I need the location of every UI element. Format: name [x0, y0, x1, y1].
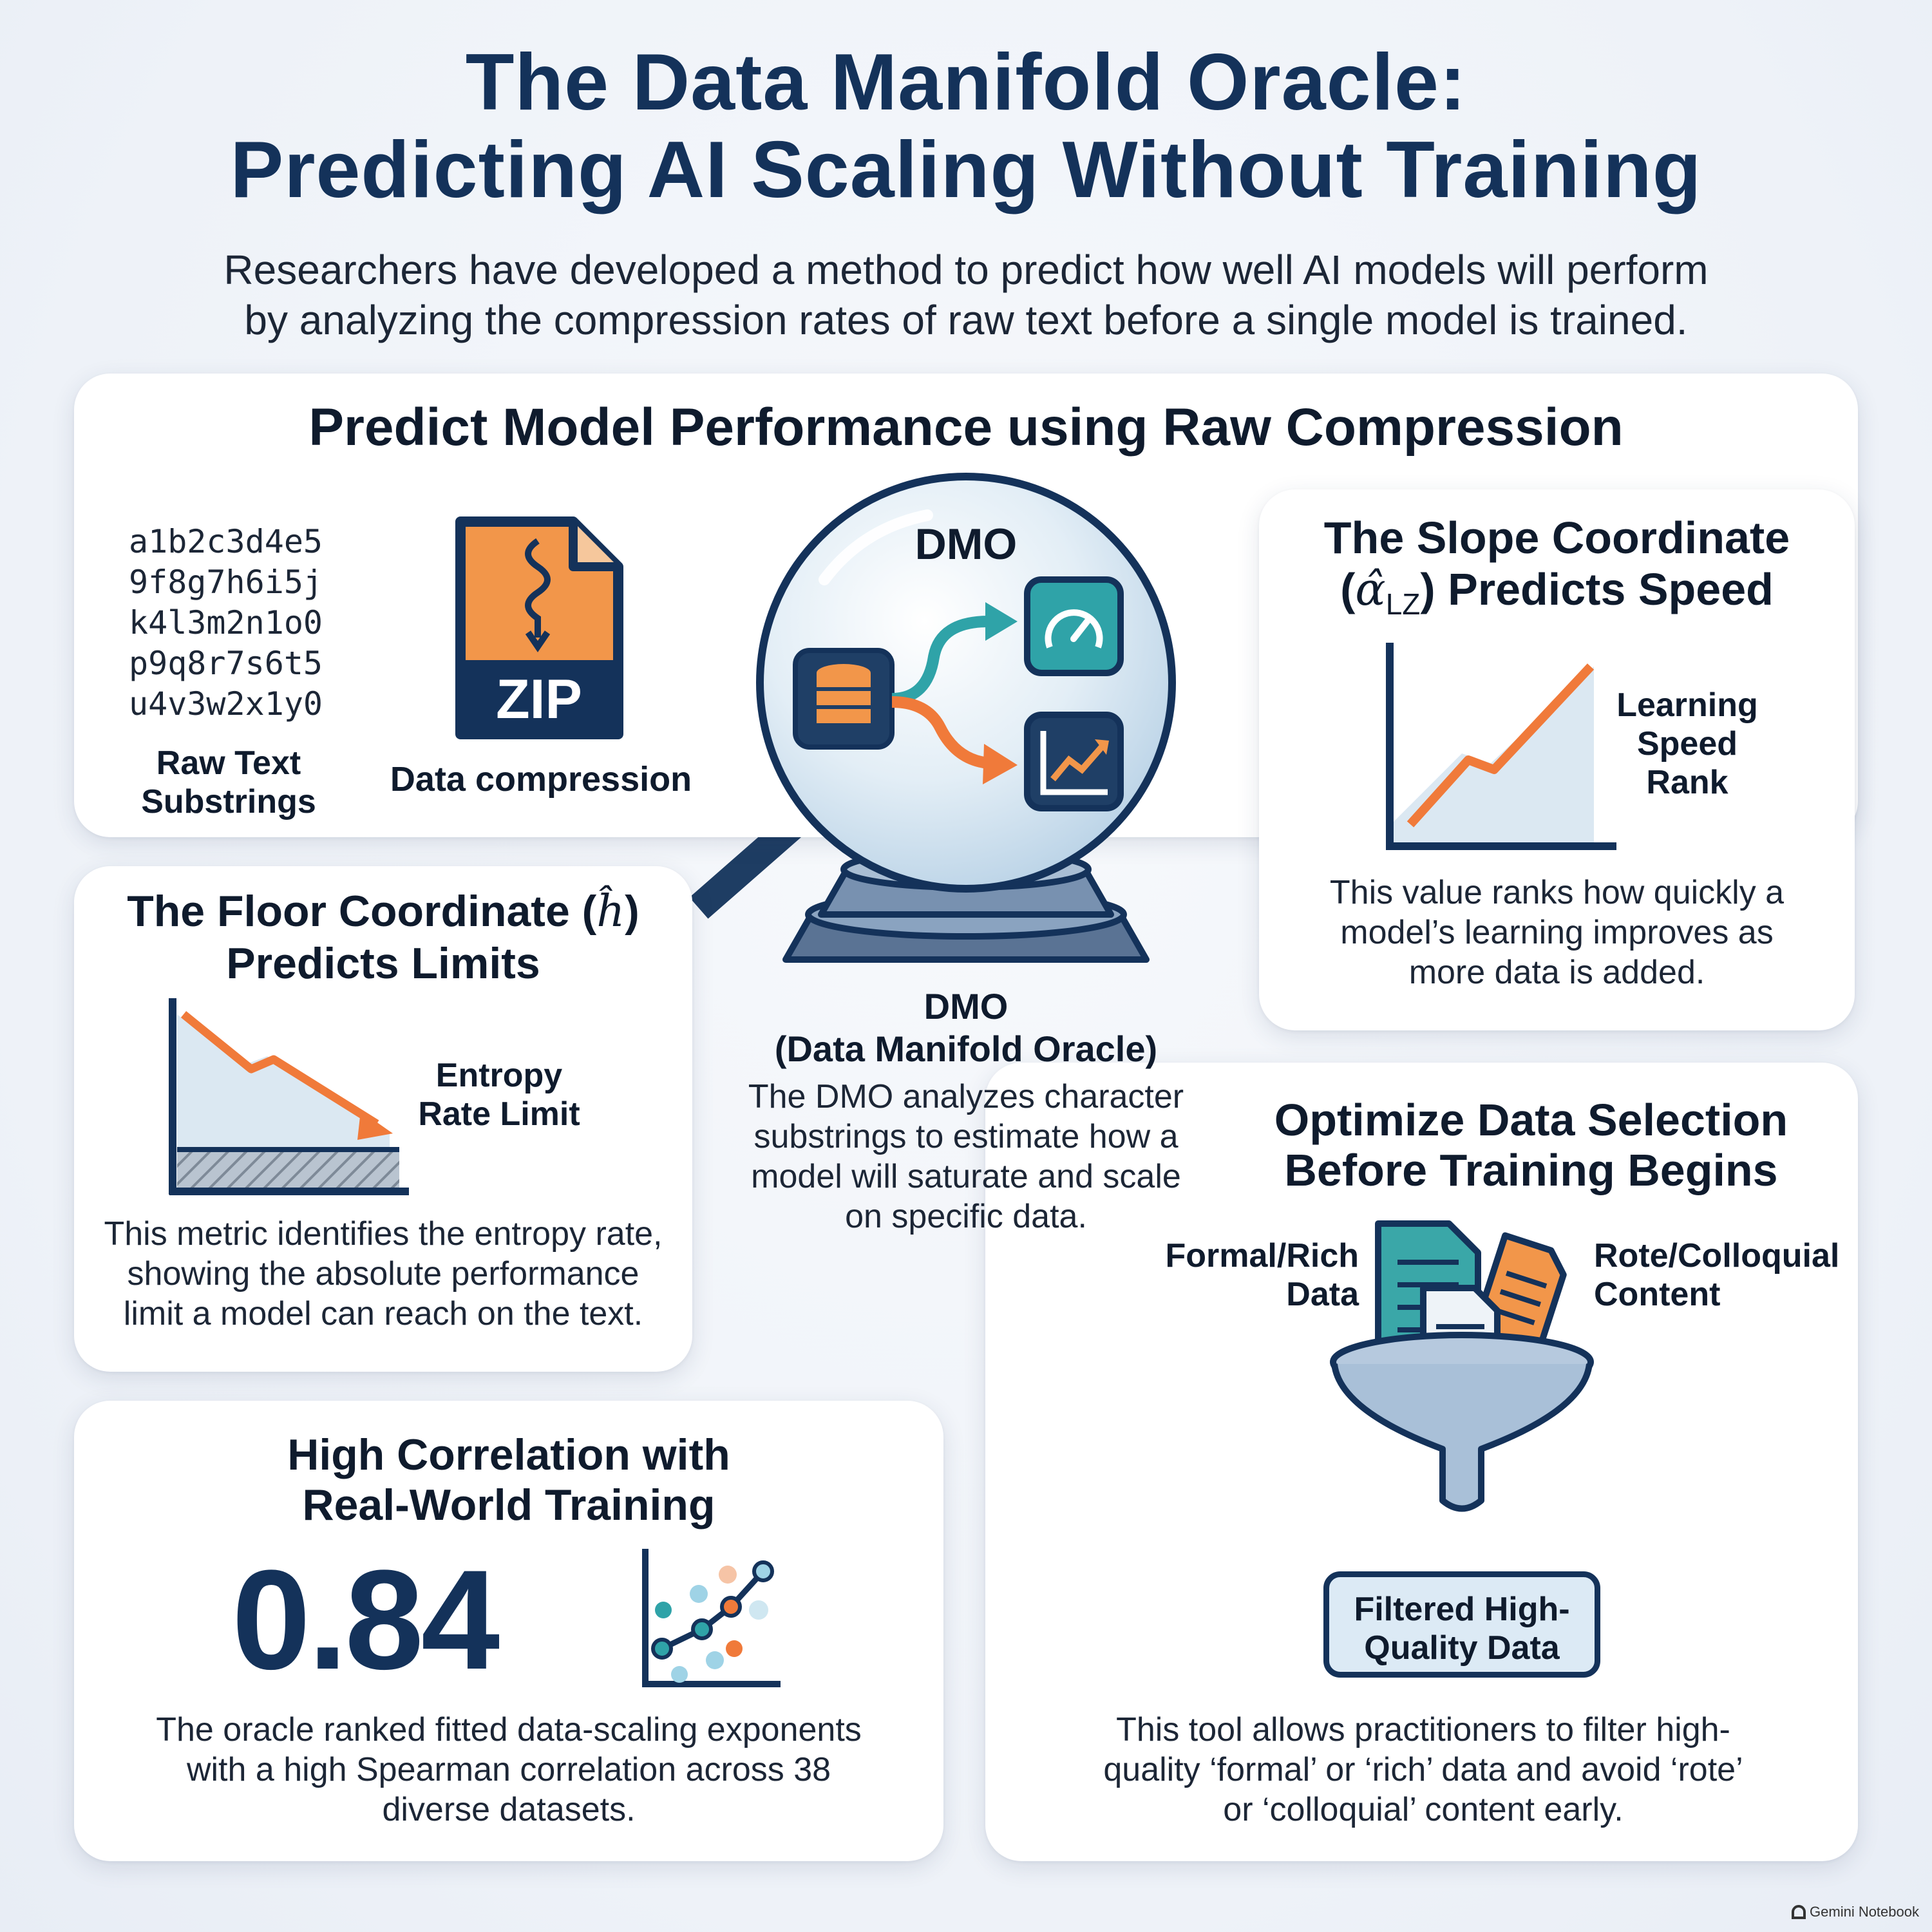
entropy-label-line-1: Entropy: [435, 1057, 563, 1094]
rote-label-line-2: Content: [1594, 1276, 1721, 1313]
selection-heading: Optimize Data Selection Before Training …: [1204, 1095, 1858, 1195]
floor-chart-icon: [169, 998, 409, 1195]
substrings-list: a1b2c3d4e5 9f8g7h6i5j k4l3m2n1o0 p9q8r7s…: [129, 522, 386, 724]
alpha-symbol: α̂: [1355, 563, 1386, 616]
floor-desc-line-1: This metric identifies the entropy rate,: [104, 1215, 663, 1253]
compression-heading: Predict Model Performance using Raw Comp…: [308, 398, 1624, 457]
slope-heading-line-1: The Slope Coordinate: [1323, 513, 1790, 563]
correlation-desc-line-3: diverse datasets.: [382, 1791, 636, 1828]
subtitle-line-2: by analyzing the compression rates of ra…: [244, 297, 1688, 343]
slope-heading-line-2: (α̂LZ) Predicts Speed: [1259, 564, 1855, 630]
crystal-ball-icon: DMO: [756, 473, 1176, 963]
floor-desc-line-3: limit a model can reach on the text.: [123, 1295, 643, 1332]
correlation-value: 0.84: [232, 1540, 500, 1699]
slope-heading-rest: ) Predicts Speed: [1420, 564, 1774, 614]
slope-description: This value ranks how quickly a model’s l…: [1272, 873, 1842, 992]
dmo-desc-line-1: The DMO analyzes character: [748, 1078, 1184, 1115]
substring-5: u4v3w2x1y0: [129, 685, 323, 723]
formal-rich-label: Formal/Rich Data: [1159, 1236, 1359, 1314]
zip-text: ZIP: [496, 668, 582, 730]
floor-heading-line-1: The Floor Coordinate (ĥ): [74, 886, 692, 938]
dmo-desc-line-3: model will saturate and scale: [751, 1158, 1181, 1195]
formal-label-line-2: Data: [1286, 1276, 1359, 1313]
selection-description: This tool allows practitioners to filter…: [1005, 1710, 1842, 1830]
selection-desc-line-2: quality ‘formal’ or ‘rich’ data and avoi…: [1103, 1751, 1743, 1788]
learning-speed-line-2: Speed: [1636, 725, 1738, 762]
learning-speed-line-3: Rank: [1646, 764, 1728, 801]
dmo-description: The DMO analyzes character substrings to…: [721, 1077, 1211, 1236]
entropy-rate-label: Entropy Rate Limit: [412, 1056, 586, 1133]
alpha-subscript: LZ: [1385, 587, 1421, 621]
dmo-desc-line-4: on specific data.: [845, 1198, 1087, 1235]
floor-heading-line-2: Predicts Limits: [226, 939, 540, 988]
page-title: The Data Manifold Oracle: Predicting AI …: [0, 39, 1932, 214]
substring-3: k4l3m2n1o0: [129, 604, 323, 641]
badge-line-2: Quality Data: [1364, 1629, 1560, 1667]
correlation-desc-line-1: The oracle ranked fitted data-scaling ex…: [156, 1711, 862, 1748]
slope-desc-line-2: model’s learning improves as: [1340, 914, 1774, 951]
substrings-label-line-2: Substrings: [141, 783, 316, 820]
substring-1: a1b2c3d4e5: [129, 523, 323, 560]
footer-brand-text: Gemini Notebook: [1810, 1904, 1919, 1920]
subtitle-line-1: Researchers have developed a method to p…: [223, 247, 1709, 293]
entropy-label-line-2: Rate Limit: [418, 1095, 580, 1133]
dmo-name-line-2: (Data Manifold Oracle): [774, 1028, 1158, 1069]
slope-paren-open: (: [1340, 564, 1356, 614]
title-line-1: The Data Manifold Oracle:: [465, 38, 1467, 127]
scatter-plot-icon: [642, 1549, 781, 1687]
h-hat-symbol: ĥ: [596, 886, 625, 937]
slope-chart-icon: [1386, 643, 1616, 850]
floor-paren-close: ): [625, 887, 639, 936]
dmo-name: DMO (Data Manifold Oracle): [728, 985, 1204, 1070]
zip-label: Data compression: [390, 760, 692, 799]
correlation-description: The oracle ranked fitted data-scaling ex…: [84, 1710, 934, 1830]
floor-heading: The Floor Coordinate (ĥ) Predicts Limits: [74, 886, 692, 989]
selection-heading-line-2: Before Training Begins: [1284, 1145, 1778, 1195]
rote-colloquial-label: Rote/Colloquial Content: [1594, 1236, 1852, 1314]
rote-label-line-1: Rote/Colloquial: [1594, 1237, 1840, 1274]
selection-heading-line-1: Optimize Data Selection: [1274, 1095, 1788, 1145]
substrings-label-line-1: Raw Text: [156, 744, 301, 782]
slope-desc-line-1: This value ranks how quickly a: [1329, 874, 1785, 911]
correlation-heading-line-1: High Correlation with: [287, 1430, 730, 1479]
floor-description: This metric identifies the entropy rate,…: [80, 1214, 686, 1334]
correlation-heading: High Correlation with Real-World Trainin…: [74, 1430, 943, 1530]
substrings-label: Raw Text Substrings: [103, 744, 354, 821]
page-subtitle: Researchers have developed a method to p…: [97, 245, 1835, 345]
floor-desc-line-2: showing the absolute performance: [127, 1255, 639, 1293]
correlation-card: [74, 1401, 943, 1861]
substring-2: 9f8g7h6i5j: [129, 564, 323, 601]
globe-dmo-label: DMO: [915, 520, 1018, 569]
dmo-name-line-1: DMO: [923, 986, 1009, 1027]
correlation-heading-line-2: Real-World Training: [302, 1481, 715, 1530]
correlation-desc-line-2: with a high Spearman correlation across …: [186, 1751, 831, 1788]
dmo-desc-line-2: substrings to estimate how a: [753, 1118, 1179, 1155]
substring-4: p9q8r7s6t5: [129, 645, 323, 682]
floor-heading-text: The Floor Coordinate (: [127, 887, 597, 936]
formal-label-line-1: Formal/Rich: [1165, 1237, 1359, 1274]
selection-card: [985, 1063, 1858, 1861]
footer-brand: Gemini Notebook: [1792, 1904, 1919, 1920]
filtered-data-badge: Filtered High- Quality Data: [1323, 1571, 1600, 1678]
badge-line-1: Filtered High-: [1354, 1591, 1570, 1628]
slope-desc-line-3: more data is added.: [1408, 954, 1705, 991]
zip-file-icon: ZIP: [455, 516, 623, 739]
brand-icon: [1792, 1905, 1806, 1919]
selection-desc-line-3: or ‘colloquial’ content early.: [1223, 1791, 1624, 1828]
slope-heading: The Slope Coordinate (α̂LZ) Predicts Spe…: [1259, 512, 1855, 630]
funnel-icon: [1330, 1220, 1594, 1512]
title-line-2: Predicting AI Scaling Without Training: [230, 126, 1702, 214]
learning-speed-label: Learning Speed Rank: [1597, 686, 1777, 802]
learning-speed-line-1: Learning: [1616, 687, 1758, 724]
selection-desc-line-1: This tool allows practitioners to filter…: [1116, 1711, 1730, 1748]
